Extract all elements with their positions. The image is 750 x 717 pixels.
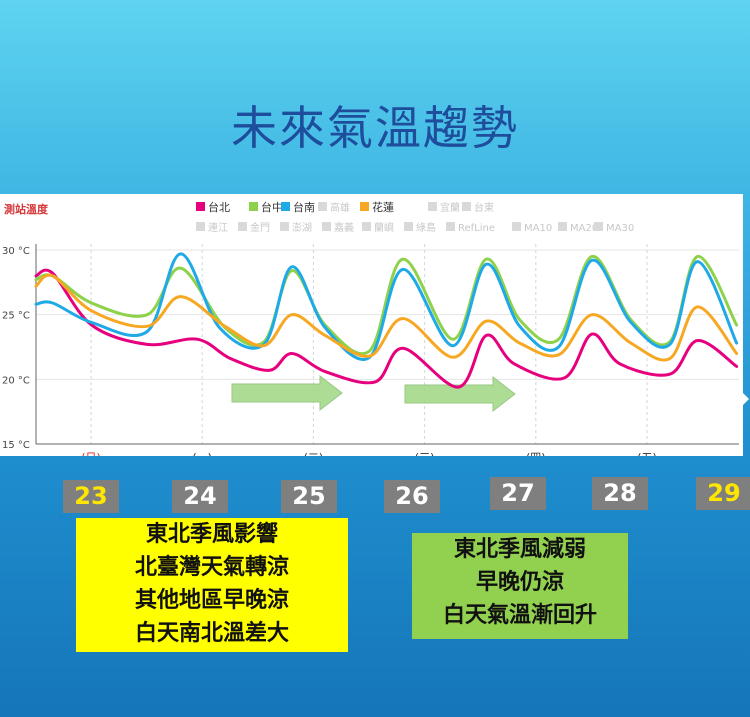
x-tick-label: (二) [304,451,324,456]
day-number-box: 25 [281,480,337,513]
series-line-台北 [34,268,739,389]
legend-item[interactable]: 嘉義 [322,221,354,234]
note-line: 白天南北溫差大 [134,621,289,646]
legend-item[interactable]: 台中 [249,200,283,214]
legend-label: 宜蘭 [440,201,460,214]
legend-swatch-icon [196,202,205,211]
note-line: 早晚仍涼 [475,570,564,595]
x-tick-label: (四) [526,451,546,456]
legend-swatch-icon [362,222,371,231]
legend-label: 花蓮 [372,200,394,214]
y-tick-label: 30 °C [2,246,30,257]
legend-item[interactable]: 宜蘭 [428,201,460,214]
legend-label: 綠島 [416,221,436,234]
legend-item[interactable]: 台東 [462,201,494,214]
legend-swatch-icon [322,222,331,231]
series-line-台南 [34,252,739,361]
legend-item[interactable]: MA10 [512,222,552,234]
legend-label: 澎湖 [292,222,312,234]
legend-label: 嘉義 [334,221,354,234]
legend-label: MA10 [524,223,552,234]
legend-item[interactable]: RefLine [446,222,495,234]
x-tick-label: (五) [637,451,657,456]
legend-swatch-icon [281,202,290,211]
x-tick-label: (日) [81,451,101,456]
slide-title: 未來氣溫趨勢 [231,101,519,155]
legend-label: 台中 [261,200,283,214]
legend-swatch-icon [280,222,289,231]
trend-arrow-icon [404,375,516,413]
x-tick-label: (三) [415,451,435,456]
legend-item[interactable]: MA20 [558,222,598,234]
legend-swatch-icon [360,202,369,211]
legend-item[interactable]: 澎湖 [280,222,312,234]
day-number-box: 29 [696,477,750,510]
y-tick-label: 25 °C [2,311,30,322]
legend-swatch-icon [238,222,247,231]
trend-arrows [231,374,516,413]
legend-item[interactable]: 連江 [196,221,228,234]
series-line-花蓮 [34,273,739,362]
legend-swatch-icon [318,202,327,211]
day-number-box: 26 [384,480,440,513]
legend-item[interactable]: 台南 [281,200,315,214]
legend-label: 台北 [208,200,230,214]
trend-arrow-icon [231,374,343,412]
legend-swatch-icon [249,202,258,211]
temperature-chart: 測站溫度 台北 台中 台南 花蓮 高雄 宜蘭 台東連江 金門 澎湖 嘉義 蘭嶼 綠島 RefLine MA… [0,194,743,456]
legend-swatch-icon [404,222,413,231]
note-northeast-monsoon-weakening: 東北季風減弱 早晚仍涼 白天氣溫漸回升 [412,533,628,639]
note-line: 白天氣溫漸回升 [442,603,597,628]
legend-swatch-icon [428,202,437,211]
y-tick-label: 15 °C [2,440,30,451]
legend-label: MA20 [570,223,598,234]
legend-swatch-icon [594,222,603,231]
chart-series [34,252,739,389]
day-number-box: 24 [172,480,228,513]
legend-label: 高雄 [330,201,350,214]
day-number-box: 28 [592,477,648,510]
slide-nav-arrow-icon[interactable] [742,392,749,406]
chart-axes: 30 °C25 °C20 °C15 °C(日)(一)(二)(三)(四)(五)(六… [2,244,739,456]
legend-label: MA30 [606,223,634,234]
legend-item[interactable]: 台北 [196,200,230,214]
legend-label: 金門 [250,221,270,234]
legend-label: 台南 [293,200,315,214]
note-line: 北臺灣天氣轉涼 [134,555,289,580]
legend-item[interactable]: 花蓮 [360,200,394,214]
note-line: 東北季風影響 [145,522,278,547]
legend-item[interactable]: 高雄 [318,201,350,214]
legend-item[interactable]: 蘭嶼 [362,221,394,234]
legend-swatch-icon [196,222,205,231]
legend-label: 台東 [474,201,494,214]
legend-label: 連江 [208,221,228,234]
legend-item[interactable]: 綠島 [404,221,436,234]
legend-swatch-icon [446,222,455,231]
legend-label: 蘭嶼 [374,221,394,234]
legend-swatch-icon [462,202,471,211]
legend-item[interactable]: MA30 [594,222,634,234]
day-number-box: 23 [63,480,119,513]
chart-title: 測站溫度 [4,202,49,216]
legend-label: RefLine [458,223,495,234]
y-tick-label: 20 °C [2,375,30,386]
x-tick-label: (一) [192,451,212,456]
note-line: 其他地區早晚涼 [134,588,289,613]
note-northeast-monsoon-influence: 東北季風影響 北臺灣天氣轉涼 其他地區早晚涼 白天南北溫差大 [76,518,348,652]
legend-item[interactable]: 金門 [238,221,270,234]
legend-swatch-icon [512,222,521,231]
legend-swatch-icon [558,222,567,231]
note-line: 東北季風減弱 [453,537,586,562]
day-number-box: 27 [490,477,546,510]
